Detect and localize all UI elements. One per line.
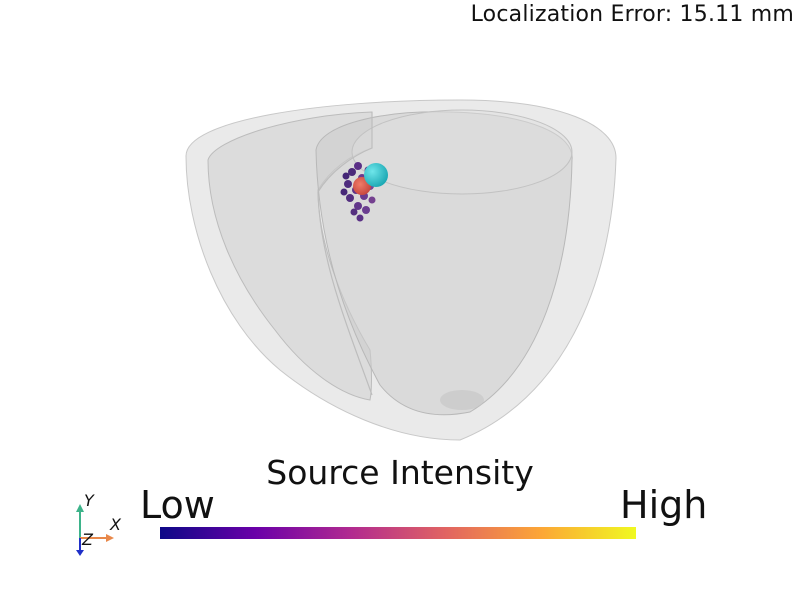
axis-x-label: X	[110, 515, 121, 534]
colorbar-low-label: Low	[140, 483, 215, 527]
orientation-axes-widget	[76, 504, 114, 556]
apex-shadow	[440, 390, 484, 410]
colorbar-high-label: High	[620, 483, 708, 527]
septum-edge	[317, 112, 373, 396]
axis-z-label: Z	[82, 530, 93, 549]
axis-y-label: Y	[84, 491, 94, 510]
colorbar-gradient	[160, 527, 636, 539]
localization-error-readout: Localization Error: 15.11 mm	[470, 2, 794, 27]
true-source-sphere	[364, 163, 388, 187]
colorbar-title: Source Intensity	[266, 453, 534, 492]
left-ventricle-rim	[351, 109, 573, 195]
